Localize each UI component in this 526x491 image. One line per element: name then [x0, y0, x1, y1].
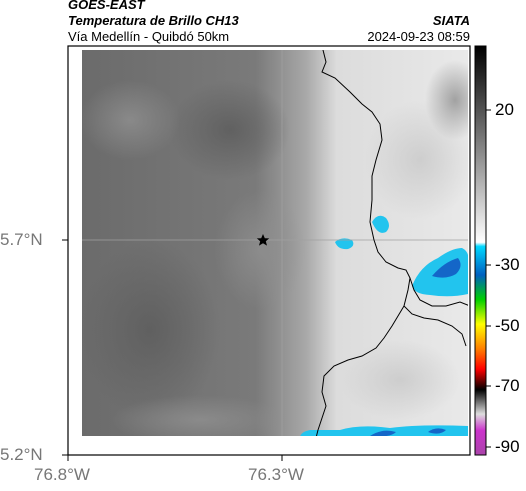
y-tick-label: 5.2°N: [0, 445, 43, 464]
y-tick-label: 5.7°N: [0, 230, 43, 249]
cold-cloud-top: [300, 425, 468, 436]
agency-label: SIATA: [432, 13, 470, 28]
cold-cloud-top: [372, 215, 389, 233]
colorbar-label: -70: [495, 376, 520, 395]
product-title: Temperatura de Brillo CH13: [68, 13, 239, 28]
colorbar-label: -30: [495, 255, 520, 274]
location-star-marker: [256, 234, 270, 246]
colorbar-label: 20: [495, 100, 514, 119]
department-border: [321, 50, 467, 347]
cold-cloud-core: [432, 258, 461, 278]
brightness-temperature-field: [82, 50, 468, 436]
department-border: [315, 305, 405, 436]
cold-cloud-core: [370, 430, 396, 436]
cold-cloud-core: [428, 428, 446, 434]
colorbar-label: -90: [495, 437, 520, 456]
x-tick-label: 76.3°W: [248, 465, 304, 484]
x-tick-label: 76.8°W: [34, 465, 90, 484]
colorbar: [474, 45, 487, 456]
department-border: [409, 277, 468, 307]
satellite-title: GOES-EAST: [68, 0, 145, 12]
timestamp-label: 2024-09-23 08:59: [367, 29, 470, 44]
colorbar-label: -50: [495, 316, 520, 335]
route-subtitle: Vía Medellín - Quibdó 50km: [68, 29, 230, 44]
cold-cloud-top: [335, 238, 354, 250]
